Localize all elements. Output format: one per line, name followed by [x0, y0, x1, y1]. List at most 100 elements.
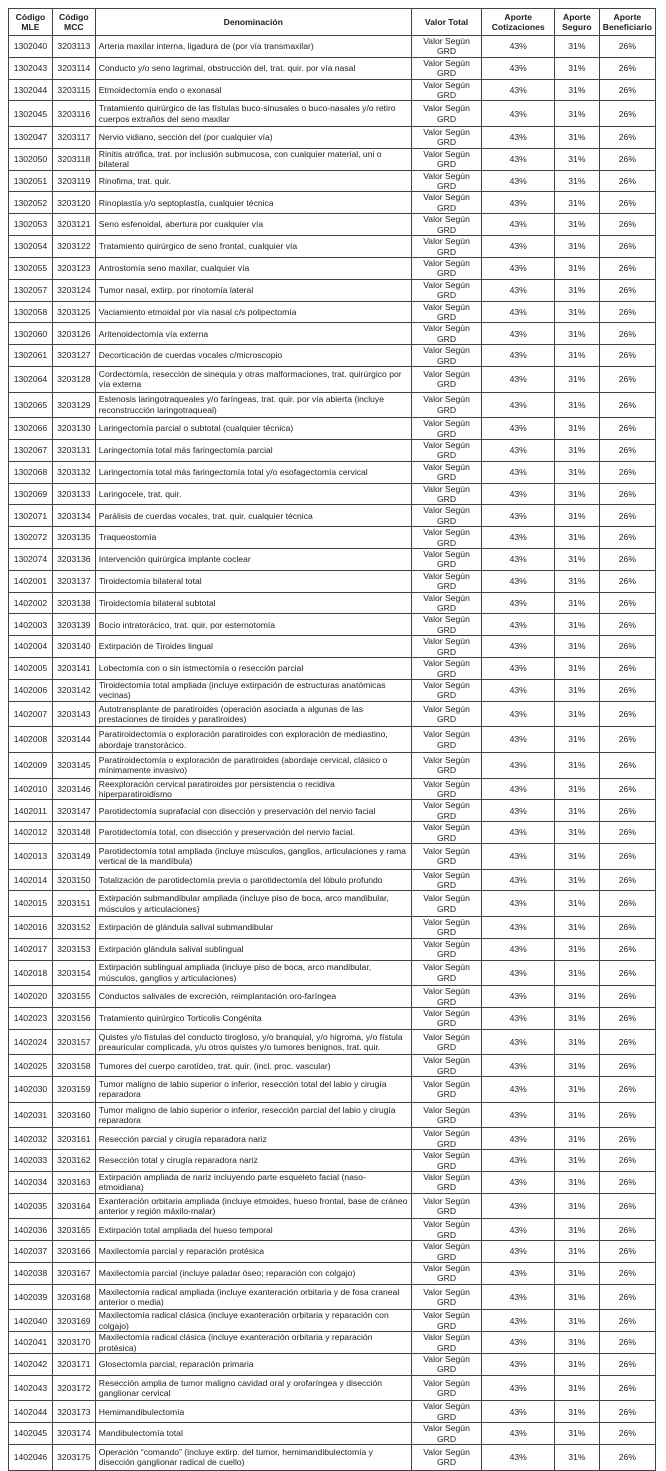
cell-valor-total: Valor Según GRD: [410, 344, 483, 367]
cell-aporte-beneficiario: 26%: [598, 915, 657, 939]
cell-codigo-mle: 1402033: [8, 1149, 53, 1172]
cell-codigo-mcc: 3203147: [51, 799, 96, 823]
cell-denominacion: Paratiroidectomía o exploración de parat…: [94, 751, 412, 779]
cell-aporte-cotizaciones: 43%: [481, 1400, 556, 1424]
cell-valor-total: Valor Según GRD: [410, 1444, 483, 1471]
cell-denominacion: Exanteración orbitaria ampliada (incluye…: [94, 1192, 412, 1220]
cell-aporte-seguro: 31%: [554, 1240, 600, 1264]
cell-aporte-beneficiario: 26%: [598, 937, 657, 961]
header-valor-total: Valor Total: [410, 8, 483, 36]
cell-aporte-seguro: 31%: [554, 35, 600, 58]
cell-codigo-mcc: 3203129: [51, 391, 96, 419]
cell-aporte-beneficiario: 26%: [598, 1192, 657, 1220]
cell-denominacion: Tumor maligno de labio superior o inferi…: [94, 1076, 412, 1103]
cell-denominacion: Laringectomía total más faringectomía pa…: [94, 438, 412, 462]
cell-codigo-mle: 1402010: [8, 777, 53, 801]
table-row: 1402018 3203154 Extirpación sublingual amp…: [8, 959, 657, 987]
cell-valor-total: Valor Según GRD: [410, 591, 483, 615]
cell-valor-total: Valor Según GRD: [410, 821, 483, 844]
cell-codigo-mcc: 3203145: [51, 751, 96, 779]
cell-denominacion: Mandibulectomía total: [94, 1422, 412, 1446]
table-row: 1302071 3203134 Parálisis de cuerdas vocal…: [8, 504, 657, 528]
cell-aporte-cotizaciones: 43%: [481, 591, 556, 615]
cell-valor-total: Valor Según GRD: [410, 1353, 483, 1376]
header-codigo-mle: Código MLE: [8, 8, 53, 36]
cell-valor-total: Valor Según GRD: [410, 799, 483, 823]
cell-aporte-beneficiario: 26%: [598, 1171, 657, 1194]
cell-codigo-mcc: 3203169: [51, 1309, 96, 1333]
cell-aporte-seguro: 31%: [554, 1262, 600, 1285]
cell-codigo-mle: 1402037: [8, 1240, 53, 1264]
cell-valor-total: Valor Según GRD: [410, 915, 483, 939]
cell-denominacion: Estenosis laringotraqueales y/o faríngea…: [94, 391, 412, 419]
cell-codigo-mcc: 3203152: [51, 915, 96, 939]
cell-codigo-mcc: 3203165: [51, 1218, 96, 1242]
cell-aporte-seguro: 31%: [554, 365, 600, 393]
cell-valor-total: Valor Según GRD: [410, 417, 483, 440]
cell-codigo-mcc: 3203166: [51, 1240, 96, 1264]
cell-aporte-beneficiario: 26%: [598, 1101, 657, 1129]
table-row: 1302057 3203124 Tumor nasal, extirp. por r…: [8, 278, 657, 302]
cell-codigo-mcc: 3203150: [51, 868, 96, 892]
cell-aporte-seguro: 31%: [554, 438, 600, 462]
cell-codigo-mcc: 3203153: [51, 937, 96, 961]
cell-valor-total: Valor Según GRD: [410, 169, 483, 193]
cell-aporte-seguro: 31%: [554, 1149, 600, 1172]
cell-aporte-seguro: 31%: [554, 78, 600, 102]
cell-aporte-cotizaciones: 43%: [481, 1331, 556, 1355]
cell-aporte-cotizaciones: 43%: [481, 613, 556, 637]
cell-denominacion: Aritenoidectomía vía externa: [94, 322, 412, 346]
cell-valor-total: Valor Según GRD: [410, 569, 483, 593]
cell-aporte-beneficiario: 26%: [598, 35, 657, 58]
cell-aporte-seguro: 31%: [554, 482, 600, 506]
table-row: 1302067 3203131 Laringectomía total más fa…: [8, 438, 657, 462]
cell-codigo-mcc: 3203174: [51, 1422, 96, 1446]
cell-aporte-cotizaciones: 43%: [481, 1262, 556, 1285]
cell-codigo-mle: 1402042: [8, 1353, 53, 1376]
cell-aporte-seguro: 31%: [554, 1309, 600, 1333]
cell-aporte-seguro: 31%: [554, 1171, 600, 1194]
cell-codigo-mcc: 3203158: [51, 1054, 96, 1078]
cell-aporte-beneficiario: 26%: [598, 256, 657, 280]
table-row: 1402031 3203160 Tumor maligno de labio sup…: [8, 1101, 657, 1129]
cell-aporte-seguro: 31%: [554, 169, 600, 193]
cell-aporte-cotizaciones: 43%: [481, 569, 556, 593]
cell-denominacion: Nervio vidiano, sección del (por cualqui…: [94, 126, 412, 149]
cell-codigo-mle: 1402004: [8, 635, 53, 659]
cell-codigo-mcc: 3203172: [51, 1374, 96, 1402]
table-row: 1302060 3203126 Aritenoidectomía vía exter…: [8, 322, 657, 346]
cell-valor-total: Valor Según GRD: [410, 959, 483, 987]
cell-codigo-mle: 1402007: [8, 700, 53, 728]
cell-aporte-beneficiario: 26%: [598, 1006, 657, 1030]
cell-codigo-mle: 1302061: [8, 344, 53, 367]
cell-aporte-seguro: 31%: [554, 1283, 600, 1311]
cell-aporte-beneficiario: 26%: [598, 1422, 657, 1446]
cell-codigo-mle: 1402009: [8, 751, 53, 779]
cell-aporte-seguro: 31%: [554, 985, 600, 1008]
cell-denominacion: Vaciamiento etmoidal por vía nasal c/s p…: [94, 300, 412, 324]
table-row: 1402020 3203155 Conductos salivales de exc…: [8, 985, 657, 1008]
cell-aporte-cotizaciones: 43%: [481, 751, 556, 779]
cell-codigo-mle: 1402030: [8, 1076, 53, 1103]
cell-aporte-cotizaciones: 43%: [481, 548, 556, 571]
cell-aporte-beneficiario: 26%: [598, 635, 657, 659]
cell-aporte-beneficiario: 26%: [598, 300, 657, 324]
cell-denominacion: Operación “comando” (incluye extirp. del…: [94, 1444, 412, 1471]
cell-valor-total: Valor Según GRD: [410, 300, 483, 324]
cell-aporte-seguro: 31%: [554, 126, 600, 149]
cell-valor-total: Valor Según GRD: [410, 700, 483, 728]
cell-codigo-mcc: 3203161: [51, 1127, 96, 1151]
cell-valor-total: Valor Según GRD: [410, 438, 483, 462]
cell-codigo-mcc: 3203126: [51, 322, 96, 346]
cell-aporte-cotizaciones: 43%: [481, 1353, 556, 1376]
cell-valor-total: Valor Según GRD: [410, 191, 483, 215]
cell-codigo-mle: 1402024: [8, 1028, 53, 1056]
cell-codigo-mle: 1402011: [8, 799, 53, 823]
table-row: 1402002 3203138 Tiroidectomía bilateral su…: [8, 591, 657, 615]
cell-aporte-beneficiario: 26%: [598, 890, 657, 917]
cell-aporte-seguro: 31%: [554, 548, 600, 571]
cell-valor-total: Valor Según GRD: [410, 278, 483, 302]
cell-codigo-mcc: 3203173: [51, 1400, 96, 1424]
cell-aporte-beneficiario: 26%: [598, 365, 657, 393]
cell-aporte-beneficiario: 26%: [598, 322, 657, 346]
